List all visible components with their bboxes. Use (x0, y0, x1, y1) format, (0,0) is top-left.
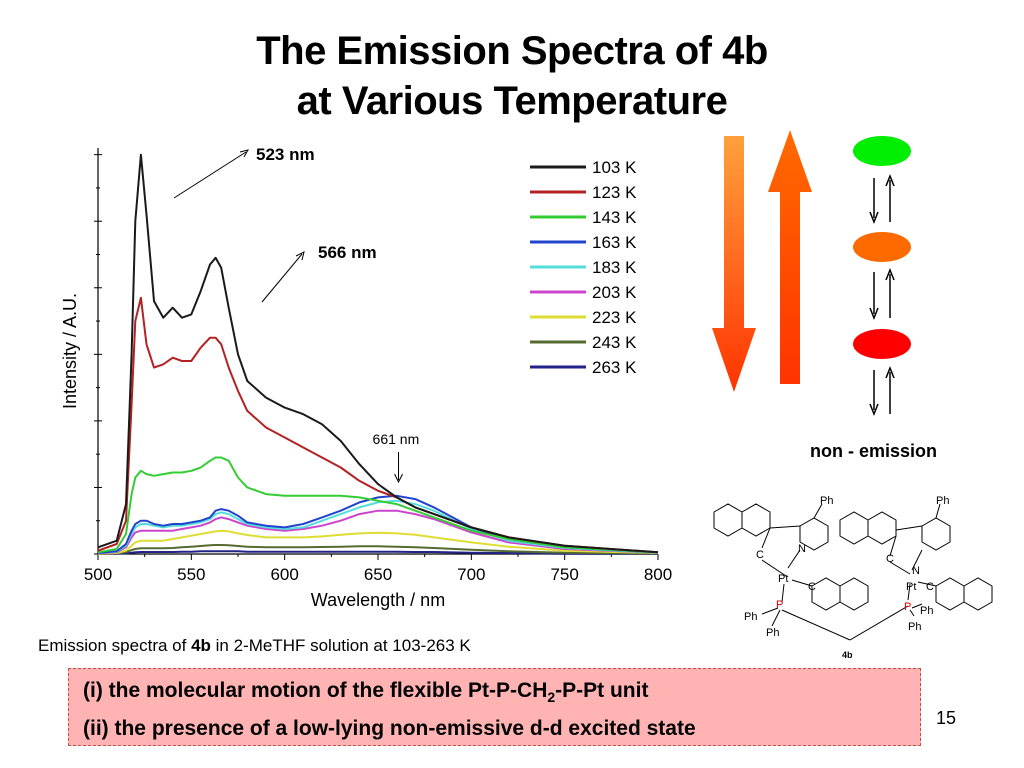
x-tick-label: 700 (457, 565, 485, 584)
spectrum-line-223k (97, 529, 659, 555)
x-tick-label: 750 (550, 565, 578, 584)
molecule-structure-4b: Ph N C Pt C P Ph Ph Ph C N Pt C P Ph Ph (713, 495, 993, 641)
conclusion-point-1: (i) the molecular motion of the flexible… (83, 675, 920, 713)
ph-label: Ph (766, 627, 779, 639)
y-axis-label: Intensity / A.U. (60, 293, 80, 409)
chart-annotations: 523 nm 566 nm 661 nm (173, 145, 420, 484)
cooling-arrow-icon (712, 136, 756, 392)
conclusion-box: (i) the molecular motion of the flexible… (68, 668, 921, 746)
annotation-pointer (173, 151, 247, 199)
point-1-text: (i) the molecular motion of the flexible… (83, 679, 548, 702)
spectrum-line-243k (97, 544, 659, 555)
x-tick-label: 800 (644, 565, 672, 584)
legend-label: 163 K (592, 233, 637, 252)
spectrum-line-203k (97, 509, 659, 555)
c-label: C (808, 581, 816, 593)
spectrum-line-143k (97, 456, 659, 554)
spectrum-line-103k (97, 153, 659, 554)
ph-label: Ph (936, 495, 949, 507)
conclusion-point-2: (ii) the presence of a low-lying non-emi… (83, 717, 696, 741)
chart-legend: 103 K 123 K 143 K 163 K 183 K 203 K 223 K 243 K… (530, 158, 637, 377)
legend-label: 243 K (592, 333, 637, 352)
point-1-text-end: -P-Pt unit (555, 679, 649, 702)
c-label: C (756, 549, 764, 561)
x-tick-label: 500 (84, 565, 112, 584)
n-label: N (798, 543, 806, 555)
legend-label: 223 K (592, 308, 637, 327)
pt-label: Pt (778, 573, 788, 585)
ph-label: Ph (908, 621, 921, 633)
x-tick-label: 650 (364, 565, 392, 584)
spectrum-line-263k (97, 550, 659, 555)
arrow-head-icon (394, 473, 403, 484)
peak-label: 566 nm (318, 243, 377, 262)
legend-label: 103 K (592, 158, 637, 177)
legend-label: 143 K (592, 208, 637, 227)
x-axis-label: Wavelength / nm (311, 590, 445, 610)
title-line-2: at Various Temperature (296, 79, 728, 123)
slide-title: The Emission Spectra of 4b at Various Te… (0, 26, 1024, 126)
title-line-1: The Emission Spectra of 4b (256, 29, 768, 73)
legend-label: 123 K (592, 183, 637, 202)
peak-label: 661 nm (373, 431, 420, 447)
n-label: N (912, 565, 920, 577)
pt-label: Pt (906, 581, 916, 593)
molecule-label: 4b (842, 650, 853, 660)
legend-label: 203 K (592, 283, 637, 302)
x-tick-label: 550 (177, 565, 205, 584)
slide-number: 15 (936, 708, 957, 728)
caption-compound: 4b (191, 636, 211, 655)
legend-label: 263 K (592, 358, 637, 377)
state-orange (853, 232, 911, 262)
legend-label: 183 K (592, 258, 637, 277)
point-1-subscript: 2 (547, 689, 556, 706)
c-label: C (886, 553, 894, 565)
caption-text: Emission spectra of (38, 636, 192, 655)
ph-label: Ph (744, 611, 757, 623)
caption-text-end: in 2-MeTHF solution at 103-263 K (210, 636, 471, 655)
spectrum-line-163k (97, 494, 659, 554)
ph-label: Ph (920, 605, 933, 617)
chart-curves (97, 153, 659, 555)
heating-arrow-icon (768, 130, 812, 384)
x-tick-label: 600 (270, 565, 298, 584)
annotation-pointer (261, 253, 303, 303)
emission-spectra-chart: 500 550 600 650 700 750 800 Wavelength / nm Inte… (60, 145, 672, 610)
figure-caption: Emission spectra of 4b in 2-MeTHF soluti… (38, 636, 471, 656)
arrow-head-icon (295, 251, 305, 261)
ph-label: Ph (820, 495, 833, 507)
non-emission-label: non - emission (810, 441, 938, 461)
p-label: P (904, 601, 911, 613)
state-green (853, 136, 911, 166)
arrow-head-icon (239, 149, 250, 158)
p-label: P (776, 599, 783, 611)
c-label: C (926, 581, 934, 593)
transition-arrows (869, 173, 895, 417)
state-red (853, 329, 911, 359)
chart-axes: 500 550 600 650 700 750 800 Wavelength / nm Inte… (60, 148, 672, 610)
peak-label: 523 nm (256, 145, 315, 164)
